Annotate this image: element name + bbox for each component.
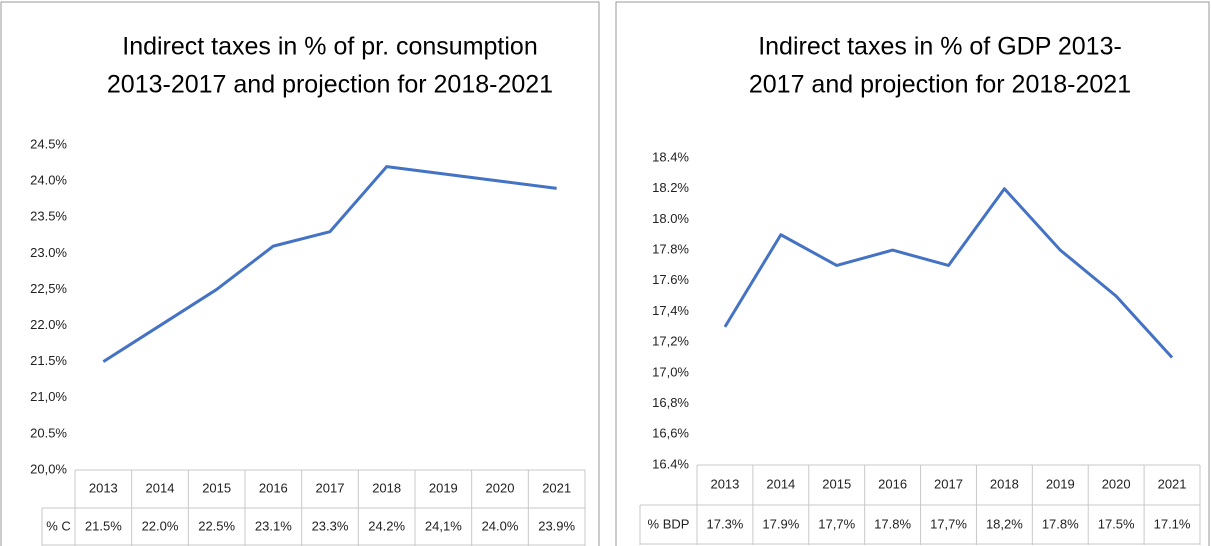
y-tick-label: 24.0% — [30, 173, 67, 188]
y-tick-label: 23.5% — [30, 209, 67, 224]
x-tick-label: 2018 — [990, 476, 1019, 491]
y-tick-label: 16,8% — [652, 395, 689, 410]
y-tick-label: 20.5% — [30, 425, 67, 440]
data-label: 17,7% — [818, 516, 855, 531]
x-tick-label: 2020 — [486, 480, 515, 495]
x-tick-label: 2015 — [202, 480, 231, 495]
y-tick-label: 18.4% — [652, 149, 689, 164]
data-label: 17.8% — [1042, 516, 1079, 531]
y-tick-label: 17,2% — [652, 334, 689, 349]
x-tick-label: 2021 — [1158, 476, 1187, 491]
y-tick-label: 22.0% — [30, 317, 67, 332]
panel-frame — [615, 1, 1210, 546]
line-series — [102, 165, 557, 363]
data-label: 23.9% — [538, 518, 575, 533]
data-label: 24.0% — [482, 518, 519, 533]
x-tick-label: 2016 — [878, 476, 907, 491]
y-tick-label: 18.2% — [652, 180, 689, 195]
x-tick-label: 2017 — [934, 476, 963, 491]
legend-entry: % C — [46, 518, 71, 533]
data-label: 22.5% — [198, 518, 235, 533]
data-label: 18,2% — [986, 516, 1023, 531]
data-label: 17.9% — [762, 516, 799, 531]
data-label: 17.5% — [1098, 516, 1135, 531]
line-series — [723, 187, 1174, 359]
y-tick-label: 20,0% — [30, 461, 67, 476]
data-label: 17.8% — [874, 516, 911, 531]
y-tick-label: 24.5% — [30, 136, 67, 151]
data-label: 24,1% — [425, 518, 462, 533]
x-tick-label: 2014 — [146, 480, 175, 495]
y-tick-label: 18.0% — [652, 211, 689, 226]
data-label: 17.3% — [707, 516, 744, 531]
panel-frame — [0, 1, 600, 546]
x-tick-label: 2013 — [89, 480, 118, 495]
x-tick-label: 2013 — [710, 476, 739, 491]
y-tick-label: 21.5% — [30, 353, 67, 368]
y-tick-label: 23.0% — [30, 245, 67, 260]
y-tick-label: 17,4% — [652, 303, 689, 318]
y-tick-label: 21,0% — [30, 389, 67, 404]
y-tick-label: 17.8% — [652, 242, 689, 257]
data-label: 21.5% — [85, 518, 122, 533]
chart-title: 2017 and projection for 2018-2021 — [749, 71, 1131, 99]
x-tick-label: 2015 — [822, 476, 851, 491]
x-tick-label: 2020 — [1102, 476, 1131, 491]
data-label: 23.1% — [255, 518, 292, 533]
x-tick-label: 2016 — [259, 480, 288, 495]
data-label: 23.3% — [312, 518, 349, 533]
x-tick-label: 2021 — [542, 480, 571, 495]
y-tick-label: 17.6% — [652, 272, 689, 287]
y-tick-label: 16.4% — [652, 456, 689, 471]
chart-title: 2013-2017 and projection for 2018-2021 — [107, 71, 553, 99]
x-tick-label: 2019 — [1046, 476, 1075, 491]
data-label: 22.0% — [142, 518, 179, 533]
data-label: 24.2% — [368, 518, 405, 533]
chart-title: Indirect taxes in % of pr. consumption — [122, 33, 538, 61]
y-tick-label: 22,5% — [30, 281, 67, 296]
legend-entry: % BDP — [648, 516, 690, 531]
x-tick-label: 2014 — [766, 476, 795, 491]
data-label: 17.1% — [1154, 516, 1191, 531]
y-tick-label: 17,0% — [652, 364, 689, 379]
x-tick-label: 2018 — [372, 480, 401, 495]
chart-title: Indirect taxes in % of GDP 2013- — [758, 33, 1122, 61]
x-tick-label: 2019 — [429, 480, 458, 495]
data-label: 17,7% — [930, 516, 967, 531]
y-tick-label: 16,6% — [652, 426, 689, 441]
x-tick-label: 2017 — [316, 480, 345, 495]
